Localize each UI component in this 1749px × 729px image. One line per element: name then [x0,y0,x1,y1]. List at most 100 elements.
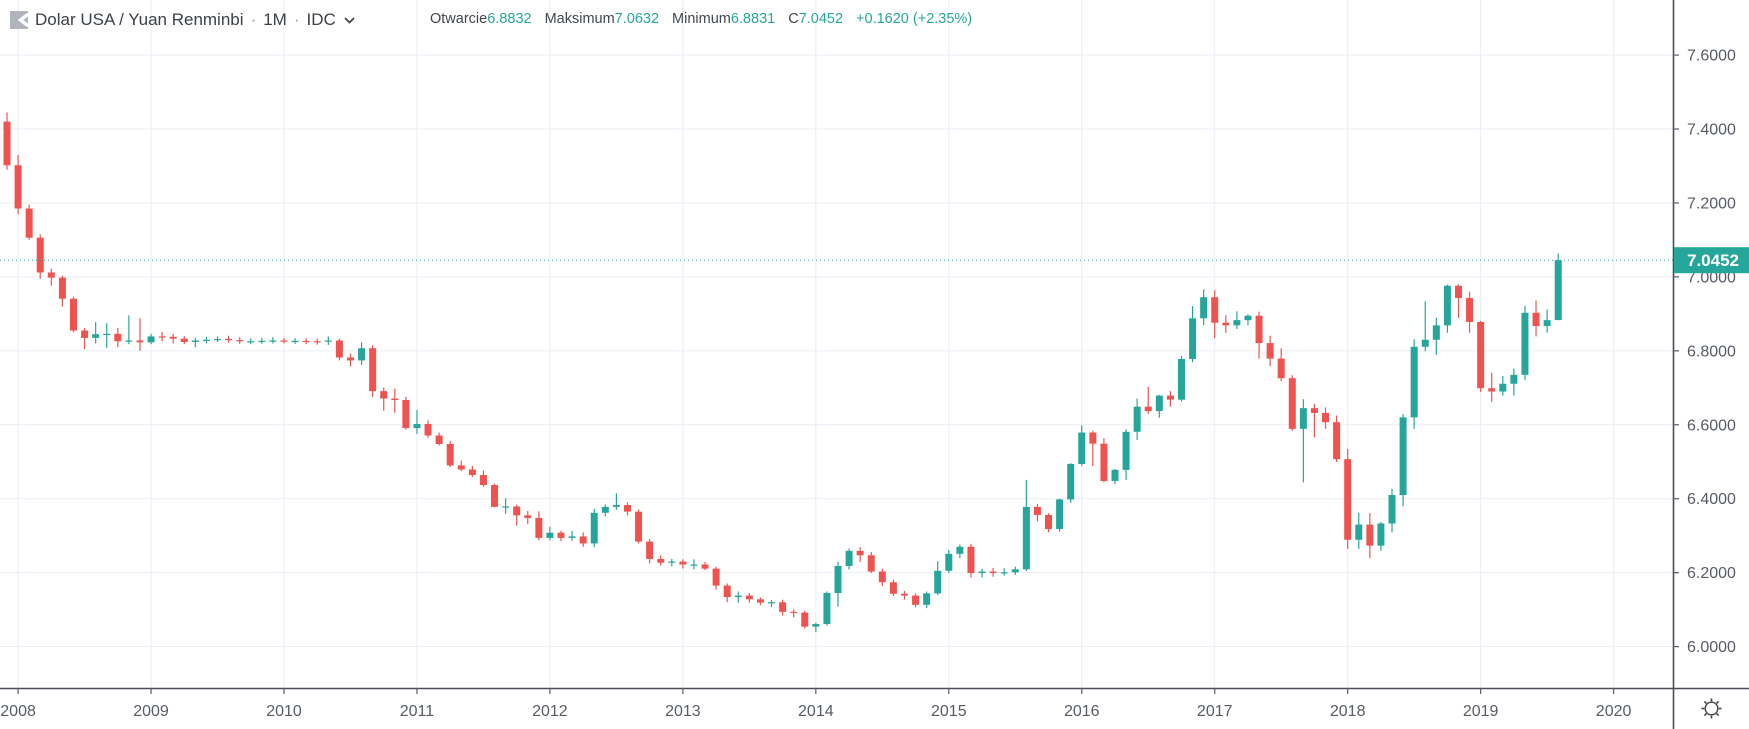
candle-2009-03[interactable] [169,333,177,344]
candle-2010-03[interactable] [302,338,310,345]
candle-2019-01[interactable] [1477,320,1485,392]
candle-2018-09[interactable] [1432,317,1440,355]
candle-2013-09[interactable] [768,600,776,608]
candle-2011-04[interactable] [446,441,454,467]
candle-2010-04[interactable] [313,338,321,345]
candle-2017-03[interactable] [1233,311,1241,330]
candle-2010-06[interactable] [335,338,343,361]
candle-2015-08[interactable] [1022,479,1030,572]
candle-2015-01[interactable] [945,550,953,574]
candle-2016-07[interactable] [1144,386,1152,415]
candle-2017-08[interactable] [1288,375,1296,431]
candle-2010-11[interactable] [391,388,399,413]
candle-2009-01[interactable] [147,333,155,345]
candle-2008-05[interactable] [58,275,66,307]
candle-2018-04[interactable] [1377,522,1385,551]
candle-2017-10[interactable] [1310,404,1318,438]
candle-2011-07[interactable] [479,470,487,487]
candle-2008-12[interactable] [136,318,144,351]
candle-2017-05[interactable] [1255,311,1263,359]
candle-2014-08[interactable] [889,579,897,596]
candle-2017-06[interactable] [1266,335,1274,366]
candle-2014-03[interactable] [834,561,842,607]
time-axis[interactable]: 2008 2009 2010 2011 2012 2013 2014 2015 2016 2017… [0,688,1631,720]
candle-2013-11[interactable] [790,609,798,618]
candle-2011-01[interactable] [413,409,421,435]
candle-2011-05[interactable] [457,460,465,471]
candle-2008-08[interactable] [92,322,100,344]
candle-2015-04[interactable] [978,568,986,578]
candle-2010-05[interactable] [324,336,332,345]
candle-2019-03[interactable] [1499,375,1507,396]
candle-2015-11[interactable] [1056,498,1064,532]
candle-2017-01[interactable] [1211,290,1219,339]
candle-2012-03[interactable] [568,530,576,541]
candle-2016-10[interactable] [1177,356,1185,402]
candle-2014-09[interactable] [900,590,908,600]
candle-2008-02[interactable] [25,204,33,240]
candle-2012-01[interactable] [546,526,554,541]
candle-2016-04[interactable] [1111,468,1119,485]
candle-2012-06[interactable] [601,504,609,517]
candle-2011-10[interactable] [513,504,521,526]
candle-2016-02[interactable] [1089,430,1097,467]
candle-2016-05[interactable] [1122,429,1130,480]
candle-2017-12[interactable] [1333,415,1341,463]
candle-2012-11[interactable] [657,555,665,566]
candle-2015-07[interactable] [1011,566,1019,575]
candle-2008-07[interactable] [81,327,89,349]
candle-2008-04[interactable] [47,268,55,286]
candle-2010-02[interactable] [291,338,299,344]
candle-2013-05[interactable] [723,583,731,603]
candle-2015-10[interactable] [1045,513,1053,533]
candle-2013-08[interactable] [756,597,764,606]
candle-2017-09[interactable] [1299,399,1307,483]
candle-2015-12[interactable] [1067,463,1075,503]
candle-2012-09[interactable] [635,509,643,544]
candle-2009-10[interactable] [247,338,255,345]
interval-label[interactable]: 1M [263,10,287,29]
candle-2014-07[interactable] [878,568,886,586]
candle-2011-06[interactable] [468,465,476,477]
candle-2013-01[interactable] [679,559,687,569]
candle-2014-05[interactable] [856,547,864,562]
candle-2015-02[interactable] [956,544,964,559]
candle-2019-02[interactable] [1488,372,1496,402]
candle-2011-02[interactable] [424,420,432,438]
candle-2017-11[interactable] [1322,407,1330,429]
candle-2019-04[interactable] [1510,368,1518,396]
candle-2013-12[interactable] [801,610,809,629]
chevron-down-icon[interactable] [343,16,356,25]
candle-2008-06[interactable] [69,296,77,333]
candle-2012-08[interactable] [623,502,631,516]
candle-2017-07[interactable] [1277,348,1285,382]
candle-2017-02[interactable] [1222,315,1230,333]
candle-2008-10[interactable] [114,327,122,348]
candle-2007-12[interactable] [3,112,11,170]
candle-2016-12[interactable] [1200,289,1208,326]
candle-2010-09[interactable] [369,345,377,398]
candle-2013-03[interactable] [701,561,709,571]
candle-2012-05[interactable] [590,508,598,548]
candle-2014-11[interactable] [923,591,931,609]
candle-2008-09[interactable] [103,323,111,348]
candle-2008-11[interactable] [125,315,133,345]
candle-2018-10[interactable] [1443,284,1451,333]
candle-2018-12[interactable] [1466,291,1474,333]
candle-2011-12[interactable] [535,511,543,541]
candle-2009-12[interactable] [269,337,277,344]
candle-2018-05[interactable] [1388,488,1396,533]
candle-2018-02[interactable] [1355,512,1363,549]
candle-2014-06[interactable] [867,551,875,574]
candle-2016-01[interactable] [1078,425,1086,466]
candle-2015-03[interactable] [967,543,975,578]
price-axis[interactable]: 7.6000 7.4000 7.2000 7.0000 6.8000 6.6000 6.40… [1673,48,1736,657]
candle-2009-06[interactable] [202,336,210,344]
candle-2010-10[interactable] [380,387,388,411]
candle-2009-08[interactable] [225,335,233,343]
candle-2009-04[interactable] [180,336,188,345]
candle-2014-01[interactable] [812,622,820,633]
candle-2011-03[interactable] [435,432,443,446]
candle-2009-07[interactable] [214,336,222,342]
